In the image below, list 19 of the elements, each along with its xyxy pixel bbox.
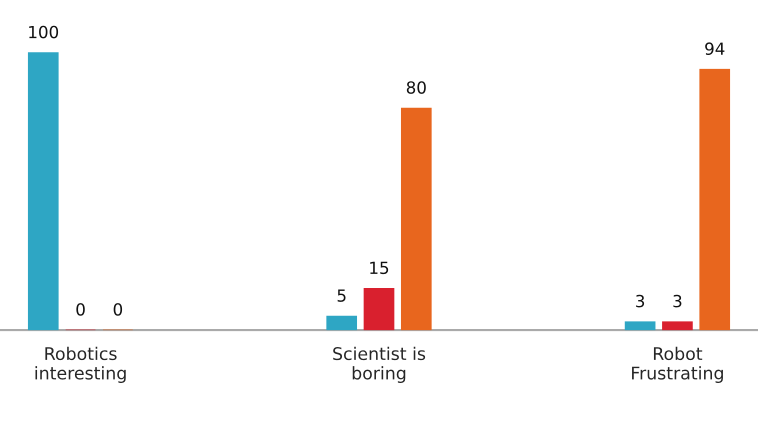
bar bbox=[364, 288, 394, 330]
x-tick-label: Robotics interesting bbox=[35, 346, 126, 383]
data-label: 15 bbox=[370, 262, 388, 274]
data-label: 0 bbox=[76, 303, 85, 316]
bar bbox=[28, 52, 59, 330]
data-label: 3 bbox=[636, 294, 644, 308]
bar bbox=[400, 108, 432, 330]
data-label: 3 bbox=[673, 294, 682, 308]
bar bbox=[326, 316, 358, 330]
data-label: 5 bbox=[338, 289, 346, 302]
bar bbox=[662, 321, 693, 330]
x-tick-label: Scientist is boring bbox=[333, 346, 426, 383]
bar bbox=[624, 321, 656, 330]
data-label: 100 bbox=[29, 26, 58, 38]
data-label: 80 bbox=[406, 81, 426, 94]
data-label: 94 bbox=[705, 42, 724, 55]
bar bbox=[699, 68, 730, 330]
x-tick-label: Robot Frustrating bbox=[632, 346, 723, 383]
data-label: 0 bbox=[114, 303, 122, 316]
